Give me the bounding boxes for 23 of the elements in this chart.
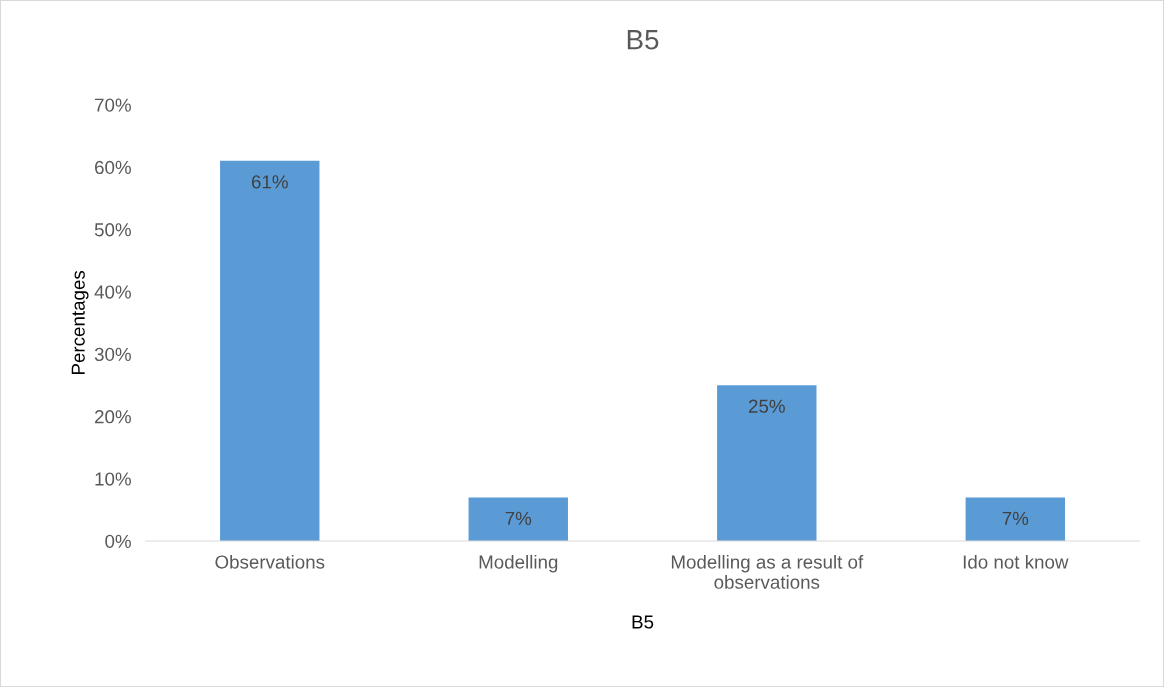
x-tick-label: Modelling as a result of observations xyxy=(671,554,864,589)
y-tick-label: 10% xyxy=(95,472,131,486)
x-axis-title: B5 xyxy=(632,615,654,629)
data-label: 61% xyxy=(251,175,288,189)
x-tick-label: Observations xyxy=(215,554,325,569)
bar xyxy=(468,497,568,542)
chart-title: B5 xyxy=(627,30,659,50)
x-tick-label: Modelling xyxy=(479,554,558,573)
y-tick-label: 60% xyxy=(95,160,131,175)
y-tick-label: 40% xyxy=(94,285,131,299)
data-label: 7% xyxy=(1002,511,1029,525)
bar xyxy=(965,497,1065,542)
bar xyxy=(717,385,817,542)
data-label: 7% xyxy=(505,511,532,525)
data-label: 25% xyxy=(748,399,785,413)
y-tick-label: 50% xyxy=(94,223,131,237)
x-tick-label: Ido not know xyxy=(963,554,1069,569)
y-tick-label: 20% xyxy=(95,410,131,424)
y-tick-label: 70% xyxy=(95,98,131,112)
bar xyxy=(220,160,320,542)
y-tick-label: 30% xyxy=(94,347,131,362)
y-axis-title: Percentages xyxy=(71,270,89,374)
y-tick-label: 0% xyxy=(105,534,131,548)
